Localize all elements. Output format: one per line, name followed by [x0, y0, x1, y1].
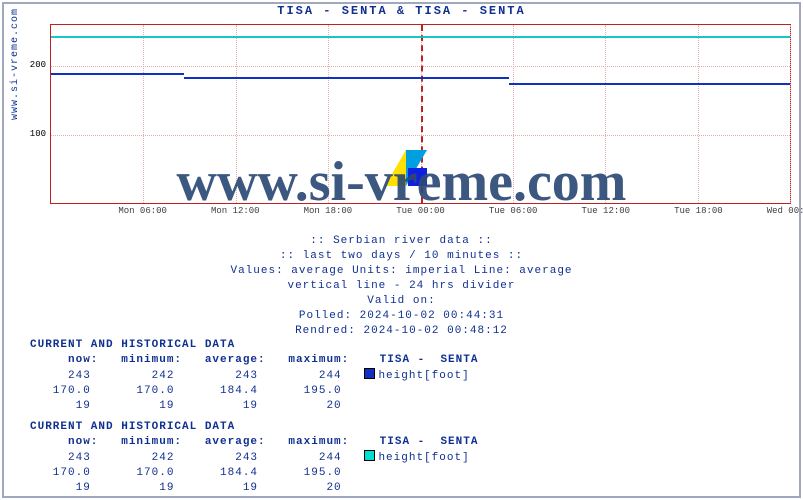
- y-axis-label: www.si-vreme.com: [10, 8, 21, 120]
- table-row: 170.0 170.0 184.4 195.0: [30, 466, 478, 481]
- table-row: 170.0 170.0 184.4 195.0: [30, 384, 478, 399]
- chart-metadata: :: Serbian river data :::: last two days…: [0, 234, 803, 339]
- x-tick: Mon 06:00: [118, 206, 167, 216]
- data-table-1: CURRENT AND HISTORICAL DATA now: minimum…: [30, 338, 478, 414]
- y-tick: 200: [28, 60, 46, 70]
- x-tick: Wed 00:00: [767, 206, 803, 216]
- chart-title: TISA - SENTA & TISA - SENTA: [0, 4, 803, 18]
- meta-line: Rendred: 2024-10-02 00:48:12: [0, 324, 803, 339]
- series-swatch-icon: [364, 450, 375, 461]
- table-columns: now: minimum: average: maximum: TISA - S…: [30, 353, 478, 368]
- table-header: CURRENT AND HISTORICAL DATA: [30, 420, 478, 435]
- meta-line: Valid on:: [0, 294, 803, 309]
- series-swatch-icon: [364, 368, 375, 379]
- data-table-2: CURRENT AND HISTORICAL DATA now: minimum…: [30, 420, 478, 496]
- meta-line: Values: average Units: imperial Line: av…: [0, 264, 803, 279]
- table-columns: now: minimum: average: maximum: TISA - S…: [30, 435, 478, 450]
- meta-line: :: last two days / 10 minutes ::: [0, 249, 803, 264]
- table-row: 243 242 243 244 height[foot]: [30, 450, 478, 466]
- x-tick: Tue 06:00: [489, 206, 538, 216]
- meta-line: vertical line - 24 hrs divider: [0, 279, 803, 294]
- line-chart: [50, 24, 791, 204]
- meta-line: Polled: 2024-10-02 00:44:31: [0, 309, 803, 324]
- x-tick: Tue 12:00: [581, 206, 630, 216]
- x-tick: Mon 18:00: [304, 206, 353, 216]
- x-tick: Tue 18:00: [674, 206, 723, 216]
- x-tick: Mon 12:00: [211, 206, 260, 216]
- table-row: 19 19 19 20: [30, 481, 478, 496]
- table-row: 243 242 243 244 height[foot]: [30, 368, 478, 384]
- y-tick: 100: [28, 129, 46, 139]
- meta-line: :: Serbian river data ::: [0, 234, 803, 249]
- x-tick: Tue 00:00: [396, 206, 445, 216]
- x-axis-ticks: Mon 06:00 Mon 12:00 Mon 18:00 Tue 00:00 Tue …: [50, 206, 791, 218]
- table-row: 19 19 19 20: [30, 399, 478, 414]
- table-header: CURRENT AND HISTORICAL DATA: [30, 338, 478, 353]
